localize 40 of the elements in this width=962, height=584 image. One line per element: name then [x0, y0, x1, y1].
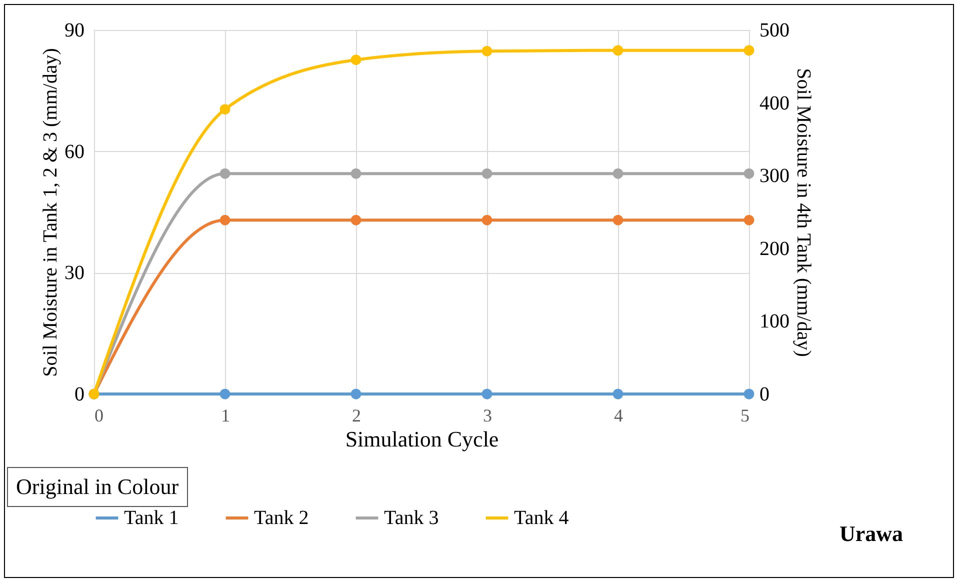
y-tick-label: 60: [64, 140, 84, 163]
y-tick-label: 0: [74, 384, 84, 406]
point: [350, 388, 362, 400]
text: Urawa: [839, 521, 903, 547]
x-tick-label: 2: [352, 406, 361, 426]
point: [482, 168, 492, 179]
legend-label: Tank 1: [124, 507, 179, 529]
y2-axis-title: Soil Moisture in 4th Tank (mm/day): [792, 68, 814, 357]
point: [744, 168, 754, 179]
y2-tick-label: 500: [760, 20, 790, 42]
y-axis-title: Soil Moisture in Tank 1, 2 & 3 (mm/day): [40, 48, 62, 377]
x-tick-label: 1: [221, 406, 230, 426]
y-tick-label: 30: [64, 262, 84, 284]
x-tick-label: 5: [740, 406, 750, 426]
point: [220, 214, 230, 226]
point: [612, 388, 624, 400]
x-tick-label: 3: [483, 406, 492, 426]
y-tick-label: 90: [64, 20, 84, 42]
point: [220, 388, 230, 400]
point: [612, 168, 624, 179]
y2-tick-label: 200: [760, 238, 790, 260]
point: [482, 214, 492, 226]
y2-tick-label: 0: [760, 384, 770, 406]
point: [744, 214, 754, 226]
point: [350, 214, 362, 226]
x-axis-title: Simulation Cycle: [345, 426, 499, 452]
point: [482, 388, 492, 400]
point: [744, 388, 754, 400]
point: [350, 168, 362, 179]
point: [220, 168, 230, 179]
y2-tick-label: 400: [760, 92, 790, 114]
legend-label: Tank 3: [384, 507, 439, 529]
text: Original in Colour: [7, 467, 188, 507]
x-tick-label: 0: [94, 406, 104, 426]
y2-tick-label: 300: [760, 165, 790, 188]
legend-label: Tank 4: [514, 507, 569, 529]
point: [612, 214, 624, 226]
legend-label: Tank 2: [254, 507, 309, 529]
y2-tick-label: 100: [760, 310, 790, 333]
x-tick-label: 4: [614, 406, 623, 426]
